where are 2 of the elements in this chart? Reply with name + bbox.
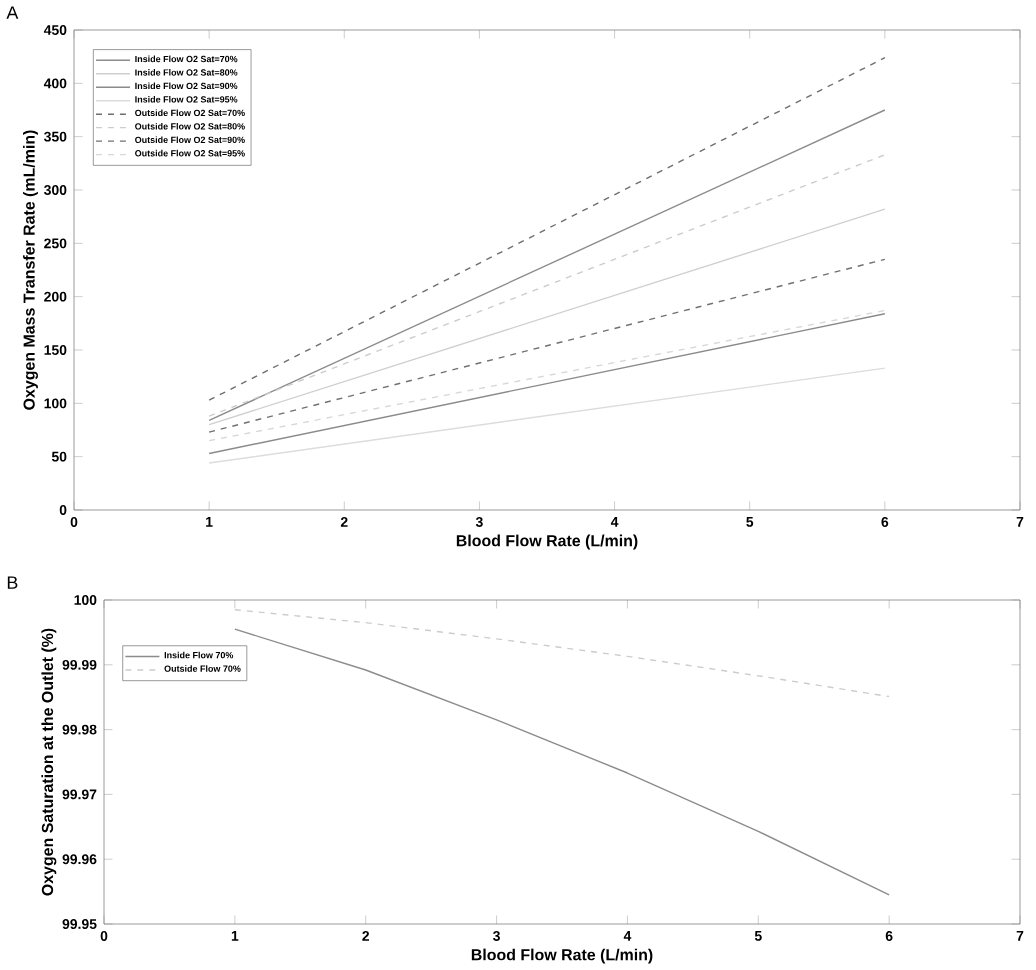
text: A (6, 6, 19, 19)
text: B (7, 576, 18, 589)
